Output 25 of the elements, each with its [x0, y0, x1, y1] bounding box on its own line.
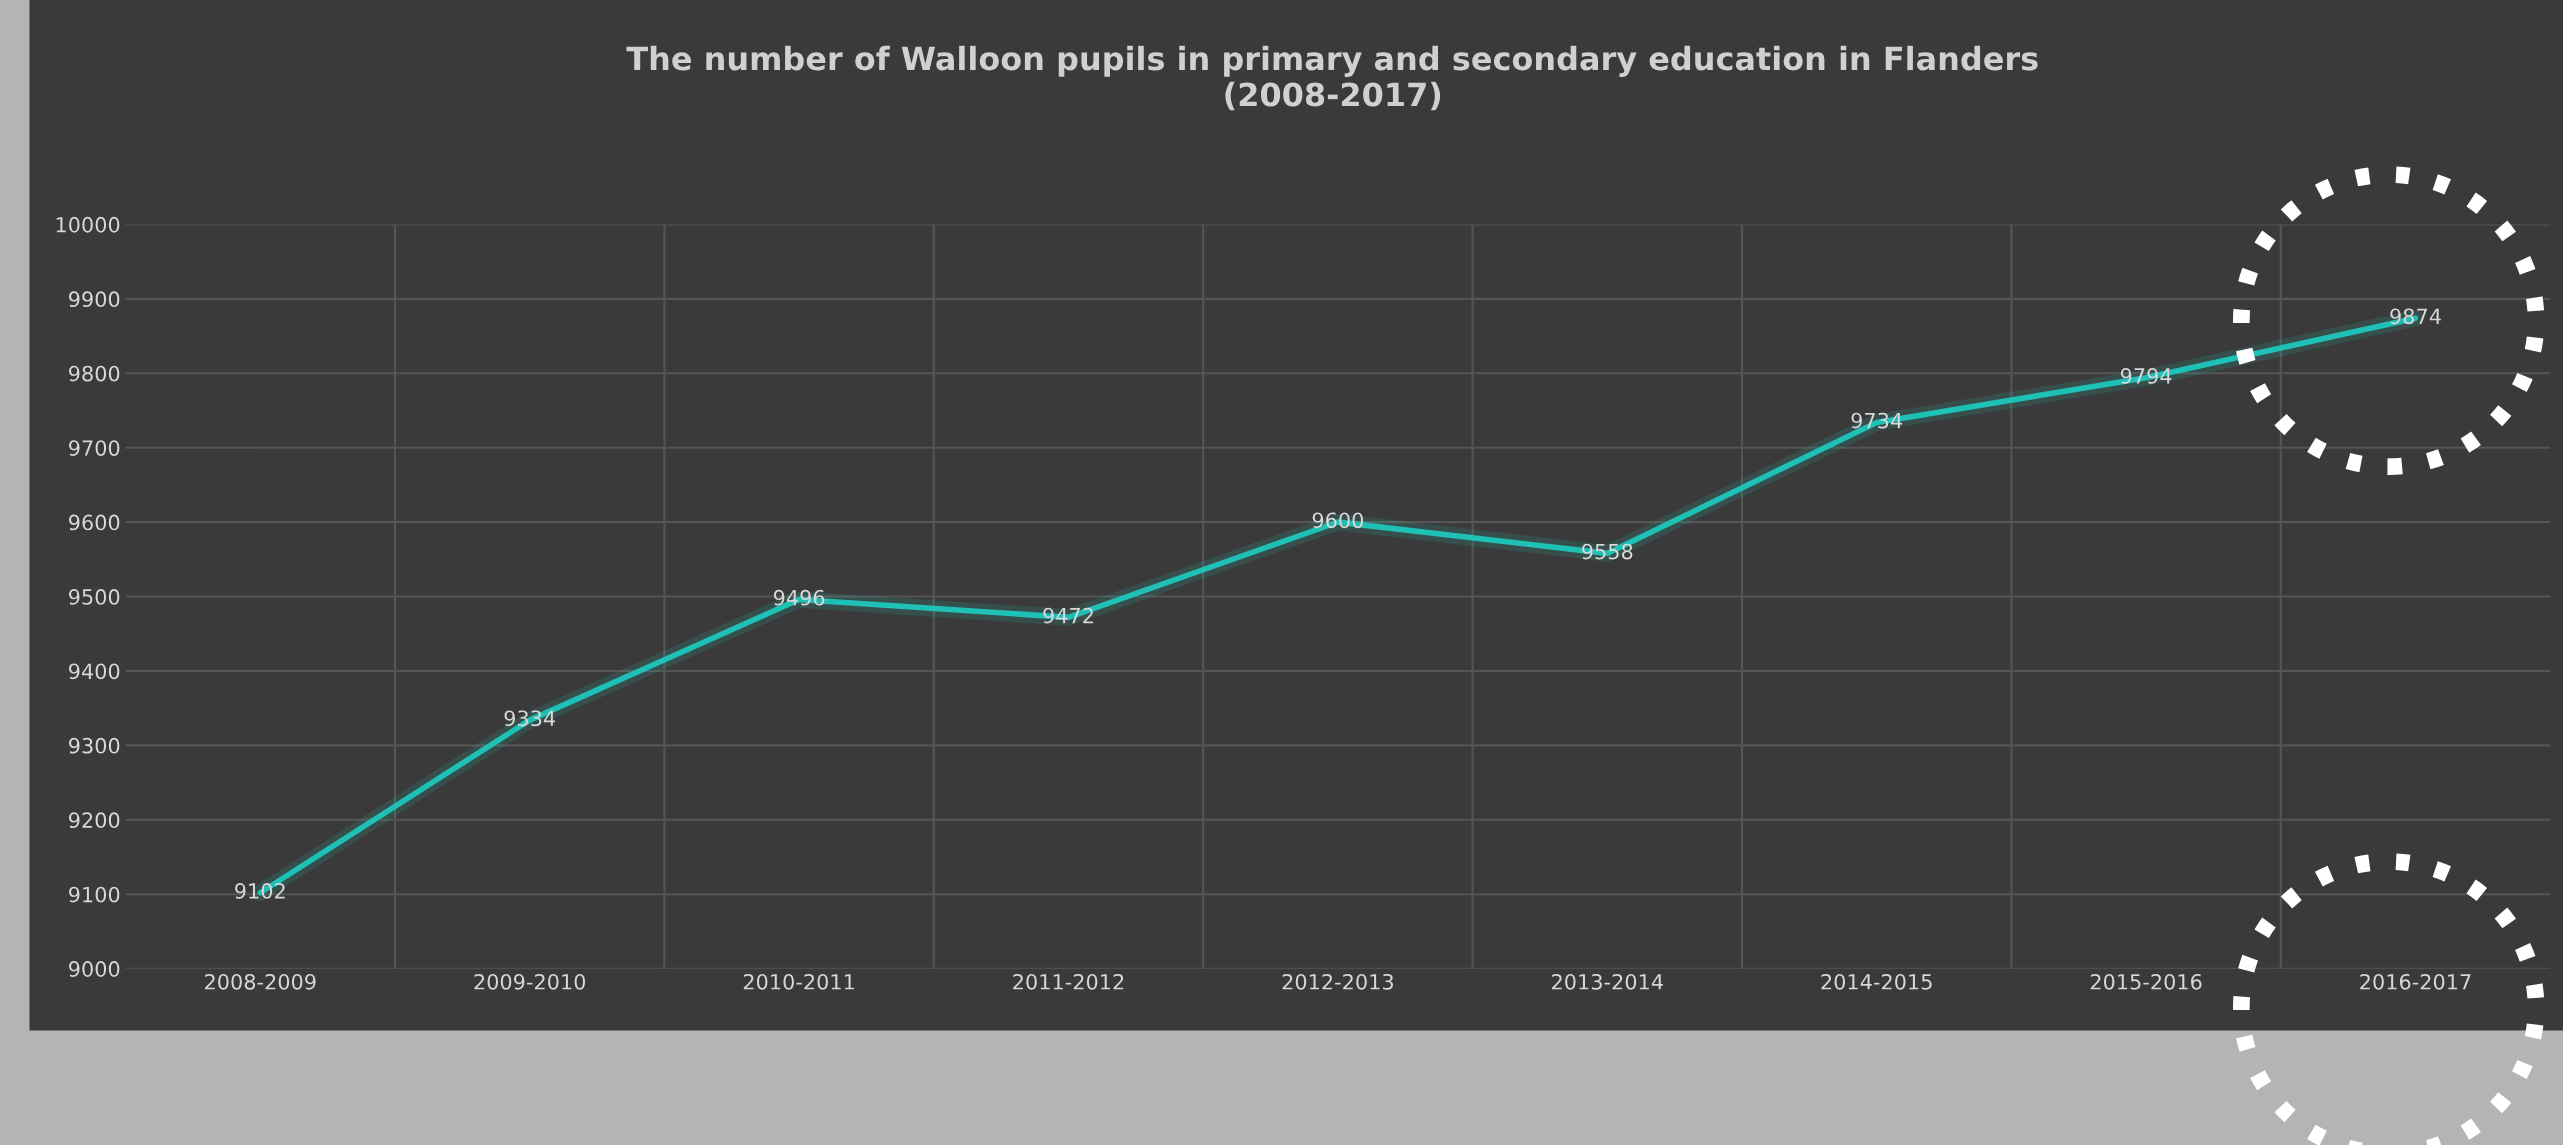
data-label: 9102: [235, 883, 285, 899]
x-tick-label: 2013-2014: [1552, 973, 1663, 990]
y-tick-label: 9100: [69, 886, 120, 903]
y-tick-label: 9500: [69, 589, 120, 605]
y-tick-label: 9000: [69, 961, 120, 977]
x-tick-label: 2012-2013: [1282, 973, 1393, 990]
chart-title: The number of Walloon pupils in primary and secondary education in Flanders (2008-2017): [626, 45, 2038, 111]
x-tick-label: 2010-2011: [743, 973, 854, 990]
y-tick-label: 10000: [56, 216, 120, 233]
y-tick-label: 9800: [69, 365, 120, 382]
y-tick-label: 9300: [69, 737, 120, 754]
x-tick-label: 2016-2017: [2360, 973, 2471, 990]
x-tick-label: 2015-2016: [2090, 973, 2202, 990]
data-label: 9874: [2390, 308, 2441, 325]
y-tick-label: 9700: [69, 440, 120, 456]
x-tick-label: 2008-2009: [205, 973, 316, 990]
data-label: 9558: [1582, 543, 1633, 560]
y-tick-label: 9400: [69, 663, 120, 680]
x-tick-label: 2011-2012: [1013, 973, 1124, 990]
data-label: 9794: [2120, 368, 2172, 384]
x-tick-label: 2014-2015: [1821, 973, 1932, 990]
y-tick-label: 9600: [69, 514, 120, 531]
y-tick-label: 9200: [69, 812, 120, 829]
y-tick-label: 9900: [69, 291, 120, 308]
x-tick-label: 2009-2010: [474, 973, 586, 990]
